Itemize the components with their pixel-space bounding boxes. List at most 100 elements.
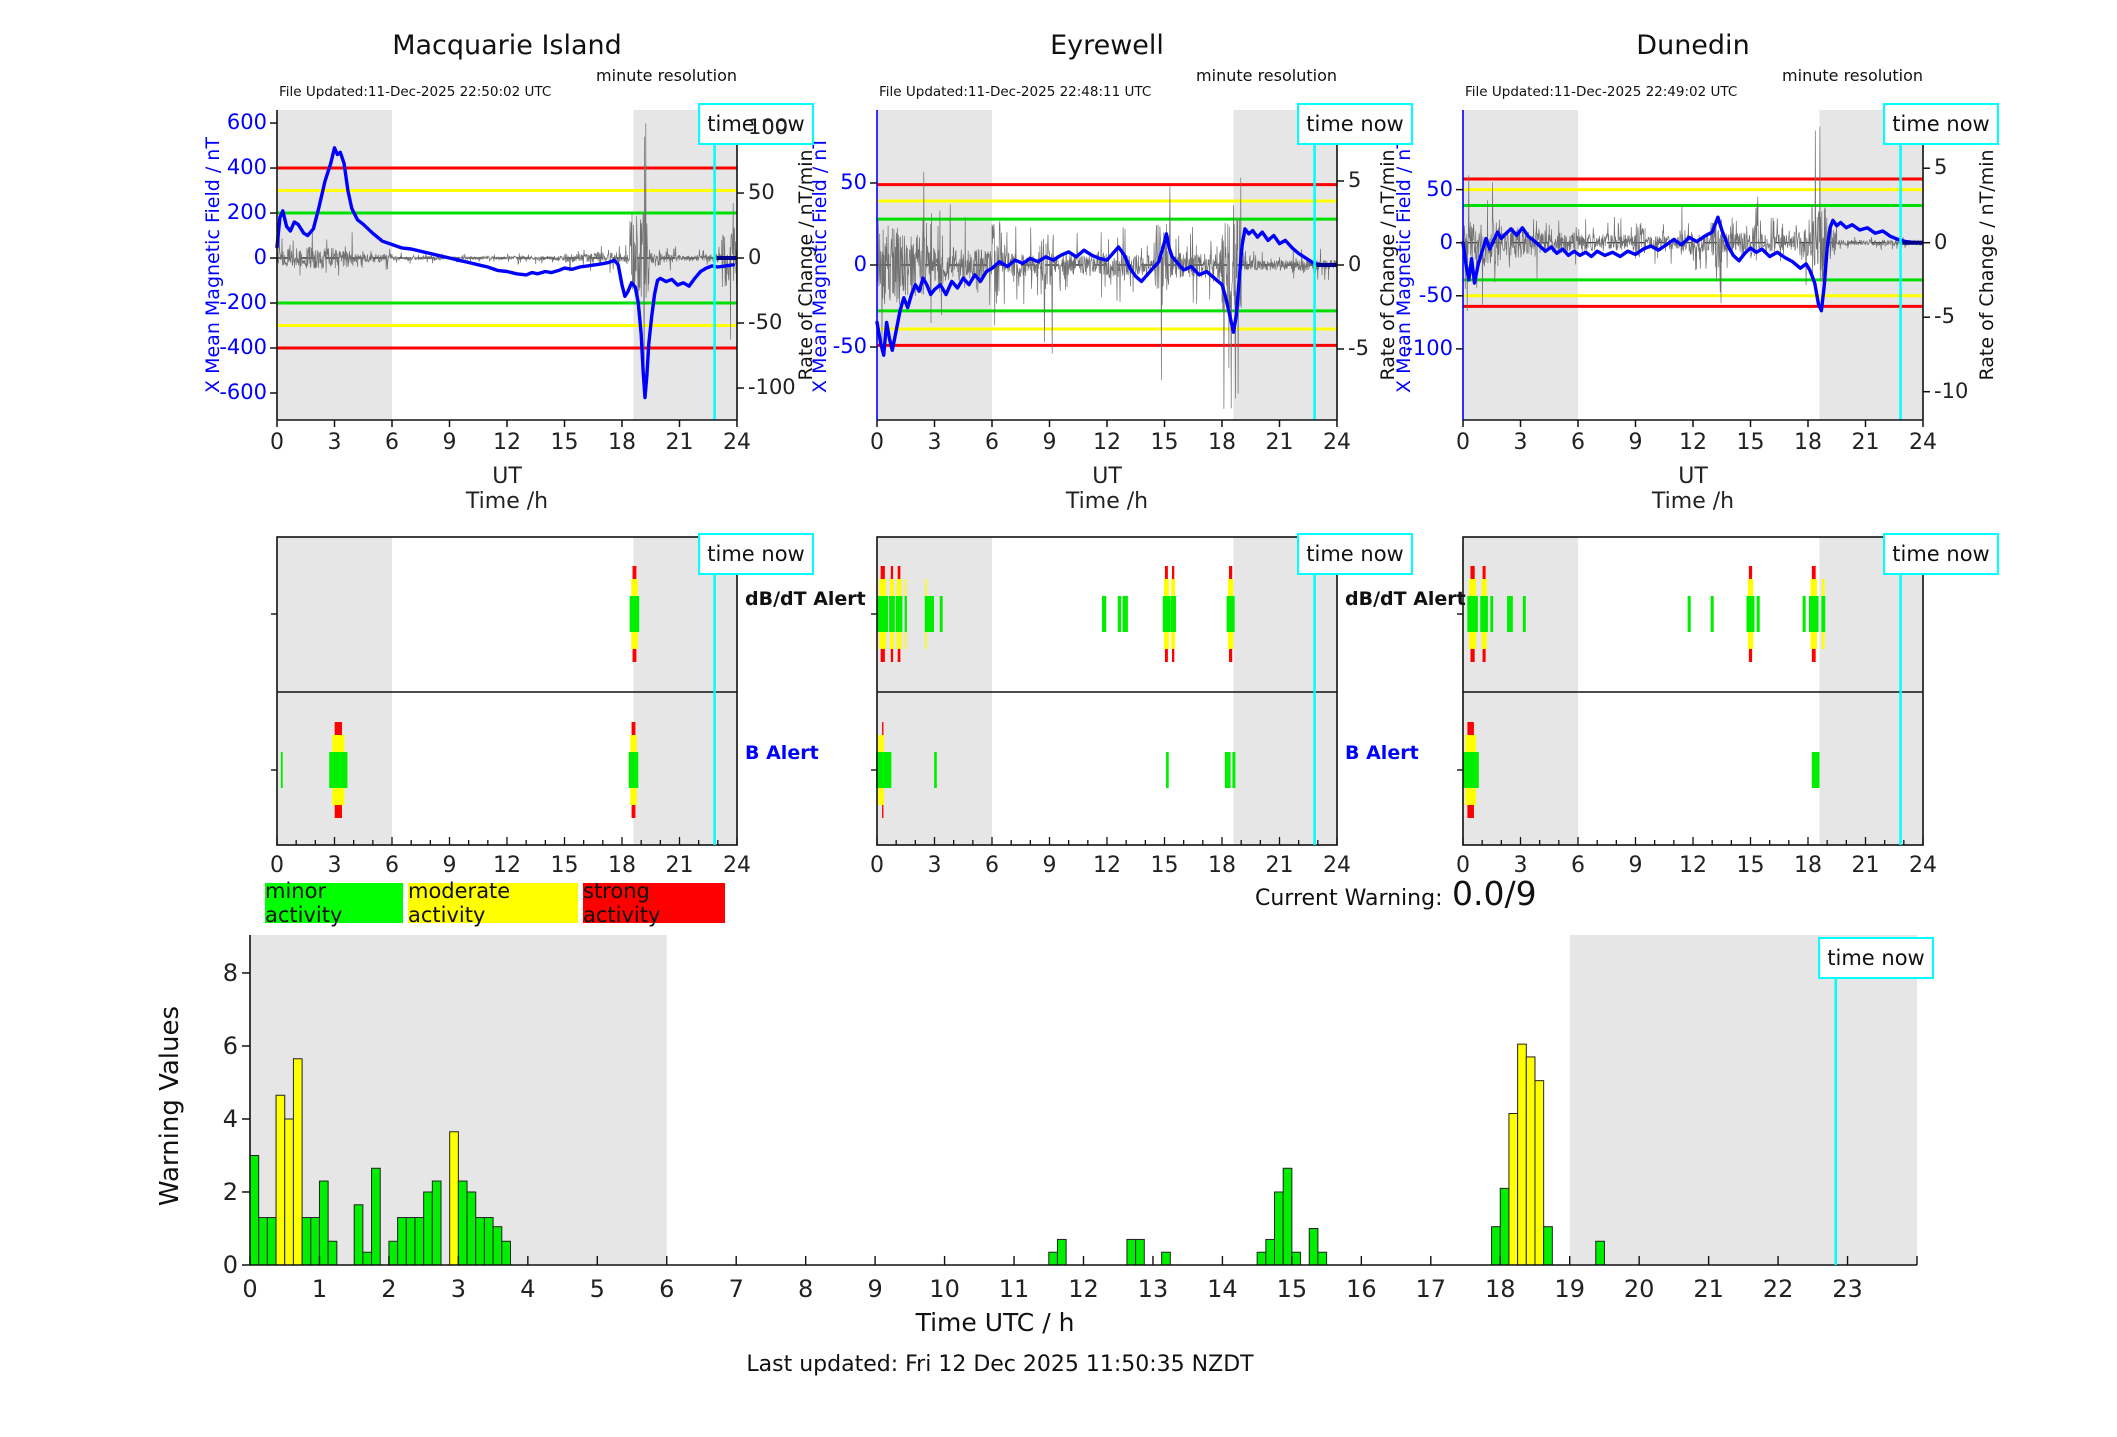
tick-label: 21: [1265, 430, 1294, 455]
right-axis-label-3: Rate of Change / nT/min: [1976, 149, 1998, 381]
file-updated-macquarie: File Updated:11-Dec-2025 22:50:02 UTC: [279, 84, 552, 100]
tick-label: 3: [327, 853, 342, 878]
tick-label: 4: [222, 1104, 238, 1133]
time-now-box-mid-3: time now: [1883, 533, 1999, 575]
tick-label: 15: [550, 853, 579, 878]
tick-label: 600: [226, 110, 267, 135]
tick-label: 6: [385, 430, 399, 455]
tick-label: 10: [929, 1275, 960, 1303]
tick-label: 0: [222, 1251, 238, 1279]
tick-label: 200: [226, 200, 267, 225]
tick-label: 12: [493, 430, 521, 455]
tick-label: 21: [1851, 853, 1880, 878]
tick-label: 0: [1348, 252, 1362, 276]
time-now-box-bottom: time now: [1818, 937, 1934, 979]
minute-resolution-label-1: minute resolution: [596, 66, 737, 85]
tick-label: 1: [311, 1275, 328, 1303]
tick-label: 0: [853, 252, 867, 276]
tick-label: 15: [1736, 430, 1765, 455]
tick-label: 9: [1628, 853, 1643, 878]
tick-label: 0: [870, 853, 884, 878]
tick-label: 0: [270, 430, 284, 455]
tick-label: 0: [1439, 229, 1453, 254]
file-updated-eyrewell: File Updated:11-Dec-2025 22:48:11 UTC: [879, 84, 1152, 100]
dbdt-alert-label-1: dB/dT Alert: [745, 588, 866, 610]
tick-label: 9: [1628, 430, 1643, 455]
tick-label: 20: [1623, 1275, 1655, 1303]
tick-label: 21: [1851, 430, 1880, 455]
tick-label: 24: [723, 430, 751, 455]
tick-label: 6: [222, 1031, 238, 1060]
tick-label: 6: [1571, 430, 1585, 455]
tick-label: 7: [728, 1275, 744, 1303]
tick-label: 0: [1456, 430, 1470, 455]
tick-label: 0: [1934, 229, 1948, 254]
time-now-box-top-3: time now: [1883, 103, 1999, 145]
tick-label: 3: [327, 430, 342, 455]
tick-label: 6: [985, 430, 999, 455]
minute-resolution-label-3: minute resolution: [1782, 66, 1923, 85]
tick-label: 21: [665, 430, 694, 455]
tick-label: -5: [1348, 336, 1369, 360]
tick-label: 9: [442, 853, 457, 878]
tick-label: 24: [1909, 853, 1937, 878]
left-axis-label-3: X Mean Magnetic Field / nT: [1393, 137, 1415, 393]
tick-label: 21: [665, 853, 694, 878]
tick-label: -50: [748, 310, 783, 335]
tick-label: 15: [550, 430, 579, 455]
tick-label: 100: [748, 115, 789, 140]
time-now-box-mid-2: time now: [1297, 533, 1413, 575]
tick-label: 9: [442, 430, 457, 455]
tick-label: 3: [927, 430, 942, 455]
legend-moderate-activity: moderate activity: [408, 879, 578, 927]
tick-label: 2: [381, 1275, 397, 1303]
tick-label: 15: [1276, 1275, 1308, 1303]
tick-label: 5: [1348, 168, 1362, 192]
tick-label: 18: [608, 853, 636, 878]
dbdt-alert-label-2: dB/dT Alert: [1345, 588, 1466, 610]
tick-label: 6: [1571, 853, 1585, 878]
tick-label: 50: [840, 169, 867, 194]
tick-label: 12: [1679, 853, 1707, 878]
minute-resolution-label-2: minute resolution: [1196, 66, 1337, 85]
tick-label: 19: [1554, 1275, 1585, 1303]
tick-label: 0: [748, 245, 762, 270]
tick-label: 12: [1093, 430, 1121, 455]
tick-label: 18: [1794, 430, 1822, 455]
tick-label: 5: [1934, 155, 1948, 180]
tick-label: 12: [493, 853, 521, 878]
tick-label: 400: [226, 155, 267, 180]
tick-label: 21: [1693, 1275, 1724, 1303]
tick-label: 8: [222, 958, 238, 987]
tick-label: -200: [219, 290, 267, 315]
tick-label: 0: [242, 1275, 258, 1303]
tick-label: 0: [270, 853, 284, 878]
tick-label: -100: [748, 375, 796, 400]
tick-label: -600: [219, 380, 267, 404]
panel-title-macquarie-island: Macquarie Island: [392, 30, 622, 61]
tick-label: 15: [1150, 430, 1179, 455]
tick-label: -100: [1405, 335, 1453, 360]
tick-label: 24: [1323, 853, 1351, 878]
tick-label: 23: [1832, 1275, 1863, 1303]
tick-label: 15: [1736, 853, 1765, 878]
last-updated-text: Last updated: Fri 12 Dec 2025 11:50:35 N…: [746, 1352, 1254, 1377]
tick-label: 18: [1794, 853, 1822, 878]
legend-minor-activity: minor activity: [265, 879, 403, 927]
tick-label: -50: [1418, 282, 1453, 307]
tick-label: 24: [723, 853, 751, 878]
tick-label: 3: [450, 1275, 467, 1303]
tick-label: 13: [1137, 1275, 1169, 1303]
tick-label: 5: [589, 1275, 605, 1303]
tick-label: -50: [832, 334, 867, 358]
tick-label: UT Time /h: [1651, 464, 1735, 514]
tick-label: 11: [998, 1275, 1030, 1303]
tick-label: UT Time /h: [465, 464, 549, 514]
tick-label: -400: [219, 335, 267, 359]
current-warning-value: 0.0/9: [1452, 874, 1537, 913]
tick-label: 3: [927, 853, 942, 878]
bottom-xlabel: Time UTC / h: [915, 1308, 1075, 1337]
tick-label: -5: [1934, 304, 1955, 329]
tick-label: 18: [1208, 853, 1236, 878]
